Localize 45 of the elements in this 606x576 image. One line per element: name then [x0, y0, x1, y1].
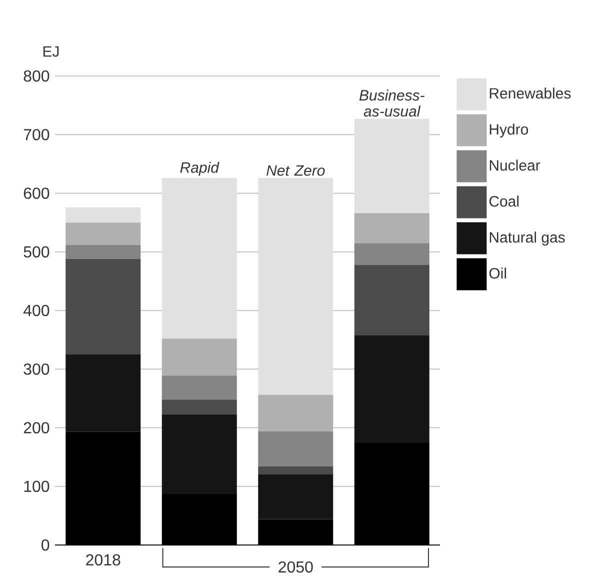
bar: [66, 244, 141, 259]
bar: [66, 222, 141, 245]
bar: [354, 213, 430, 244]
legend-label: Renewables: [490, 88, 571, 99]
legend-label: Hydro: [490, 124, 528, 138]
bar: [258, 431, 334, 466]
y-tick-label: 400: [23, 304, 50, 316]
bar: [354, 335, 430, 443]
bar: [66, 258, 141, 354]
bar: [258, 474, 334, 520]
bar: [162, 338, 237, 376]
bar: [258, 178, 334, 395]
x-tick-label: Business-as-usual: [359, 90, 424, 117]
y-tick-label: 100: [24, 480, 50, 492]
y-axis-title: EJ: [43, 46, 59, 57]
legend-label: Coal: [489, 196, 518, 207]
bar: [258, 466, 334, 474]
bar: [162, 414, 237, 494]
bar: [258, 519, 334, 545]
bar: [162, 494, 237, 545]
bar: [258, 394, 334, 432]
legend-label: Natural gas: [490, 232, 565, 246]
bar: [66, 354, 141, 432]
y-tick-label: 200: [24, 422, 50, 434]
bar: [162, 400, 237, 414]
y-tick-label: 0: [42, 539, 50, 551]
bar: [162, 178, 237, 339]
bar: [354, 442, 430, 545]
x-tick-label: Rapid: [180, 162, 220, 176]
bar: [66, 432, 141, 545]
x-tick-label: Net Zero: [266, 165, 325, 176]
y-tick-label: 300: [24, 363, 50, 375]
bar: [162, 376, 237, 400]
x-tick-label: 2018: [86, 554, 120, 566]
legend-label: Oil: [489, 268, 506, 279]
bar: [354, 243, 430, 265]
y-tick-label: 600: [24, 188, 50, 199]
y-tick-label: 500: [24, 246, 50, 258]
text: 2050: [278, 561, 313, 573]
y-tick-label: 800: [24, 70, 50, 82]
y-tick-label: 700: [24, 128, 50, 140]
legend-label: Nuclear: [490, 160, 540, 171]
bar: [354, 264, 430, 336]
bar: [354, 118, 430, 214]
bar: [66, 207, 141, 223]
